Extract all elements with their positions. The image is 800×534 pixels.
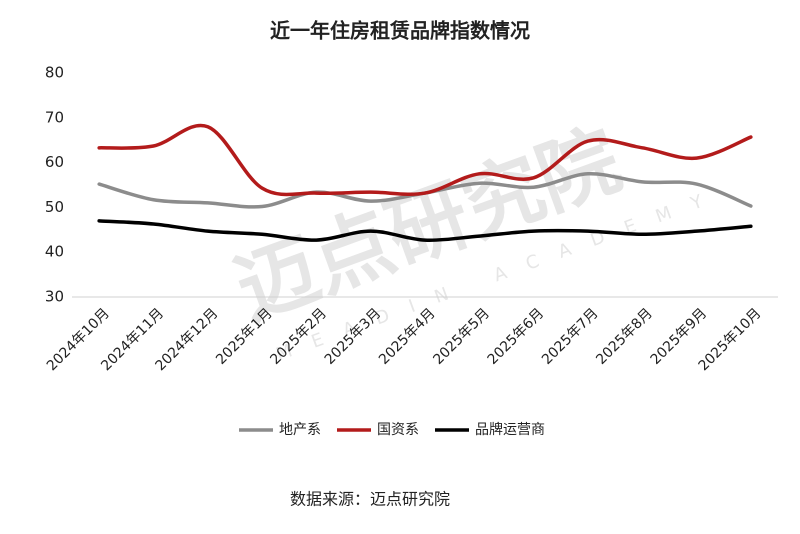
- series-line: [97, 219, 753, 242]
- series-line: [97, 123, 753, 197]
- y-tick-label: 80: [45, 64, 64, 82]
- legend-label: 国资系: [377, 422, 419, 438]
- y-tick-label: 50: [45, 198, 64, 216]
- x-tick-label: 2025年1月: [213, 305, 276, 368]
- chart-title: 近一年住房租赁品牌指数情况: [270, 19, 530, 43]
- y-tick-label: 60: [45, 153, 64, 171]
- x-tick-label: 2025年6月: [485, 305, 548, 368]
- x-tick-label: 2025年7月: [539, 305, 602, 368]
- legend-label: 地产系: [279, 422, 321, 438]
- y-tick-label: 30: [45, 288, 64, 306]
- x-tick-label: 2025年8月: [593, 305, 656, 368]
- legend-label: 品牌运营商: [475, 421, 545, 438]
- source-note: 数据来源：迈点研究院: [290, 490, 450, 509]
- y-tick-label: 70: [45, 108, 64, 126]
- x-tick-label: 2025年5月: [430, 305, 493, 368]
- y-tick-label: 40: [45, 243, 64, 261]
